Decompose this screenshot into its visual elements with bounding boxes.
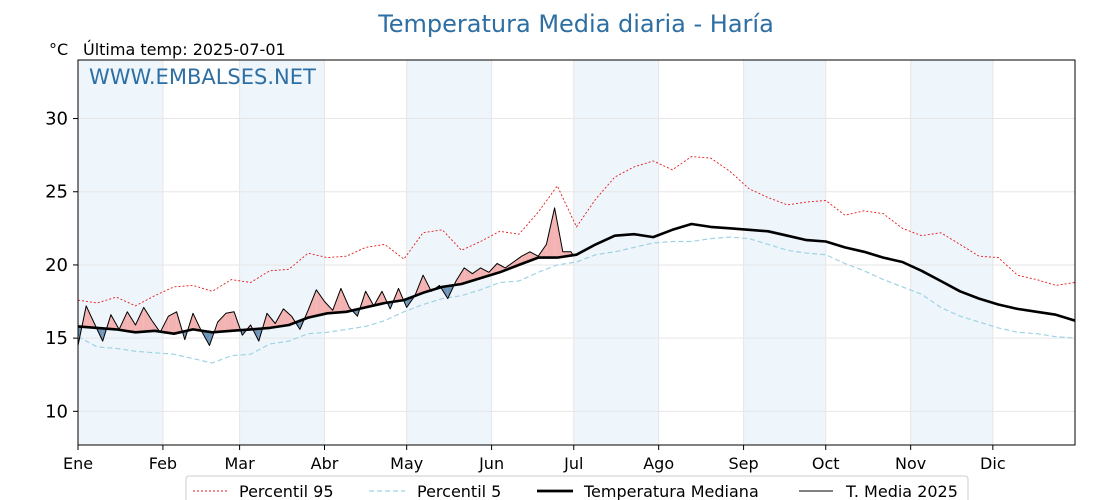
month-band	[743, 60, 826, 445]
fill-above-median	[308, 289, 317, 318]
legend-current-label: T. Media 2025	[845, 482, 958, 500]
month-band	[406, 60, 492, 445]
month-band	[910, 60, 993, 445]
y-tick-label: 30	[45, 109, 68, 130]
series-t-media-2025	[77, 207, 575, 346]
x-tick-label: May	[390, 454, 423, 473]
x-tick-label: Feb	[149, 454, 177, 473]
fill-above-median	[546, 207, 555, 258]
fill-above-median	[529, 251, 539, 261]
x-tick-label: Ago	[643, 454, 674, 473]
y-tick-label: 15	[45, 328, 68, 349]
fill-above-median	[324, 301, 333, 314]
series-lines	[77, 156, 1076, 364]
x-tick-label: Jul	[563, 454, 583, 473]
series-percentil-5	[77, 236, 1076, 364]
month-band	[239, 60, 325, 445]
fill-above-median	[135, 307, 144, 333]
x-tick-label: Dic	[980, 454, 1006, 473]
month-band	[573, 60, 659, 445]
y-tick-label: 10	[45, 401, 68, 422]
month-band	[78, 60, 163, 445]
y-tick-label: 25	[45, 182, 68, 203]
y-unit-label: °C	[49, 40, 68, 59]
x-tick-label: Mar	[225, 454, 256, 473]
y-axis: 10 15 20 25 30	[45, 109, 78, 422]
legend-box	[185, 475, 969, 500]
x-tick-label: Nov	[895, 454, 926, 473]
fill-above-median	[464, 267, 473, 284]
x-tick-label: Oct	[812, 454, 840, 473]
legend-p5-label: Percentil 5	[417, 482, 501, 500]
x-tick-label: Abr	[311, 454, 339, 473]
watermark: WWW.EMBALSES.NET	[89, 65, 316, 89]
plot-frame	[77, 59, 1076, 446]
legend: Percentil 95 Percentil 5 Temperatura Med…	[185, 475, 969, 500]
x-tick-label: Jun	[478, 454, 504, 473]
chart-title: Temperatura Media diaria - Haría	[377, 10, 774, 38]
fill-above-median	[143, 307, 152, 332]
x-tick-label: Ene	[63, 454, 93, 473]
legend-median-label: Temperatura Mediana	[583, 482, 759, 500]
fill-above-median	[316, 289, 325, 316]
fill-above-median	[127, 311, 136, 333]
x-axis: Ene Feb Mar Abr May Jun Jul Ago Sep Oct Nov Dic	[63, 445, 1006, 473]
fill-above-median	[225, 311, 235, 332]
y-tick-label: 20	[45, 255, 68, 276]
fill-above-median	[217, 313, 226, 332]
fill-above-median	[283, 308, 292, 326]
series-temperatura-mediana	[77, 222, 1076, 335]
legend-p95-label: Percentil 95	[239, 482, 334, 500]
x-tick-label: Sep	[729, 454, 759, 473]
fill-above-median	[266, 313, 276, 329]
fill-above-median	[168, 311, 177, 334]
series-percentil-95	[77, 156, 1076, 307]
month-bands	[78, 60, 993, 445]
last-temp-label: Última temp: 2025-07-01	[83, 40, 286, 59]
